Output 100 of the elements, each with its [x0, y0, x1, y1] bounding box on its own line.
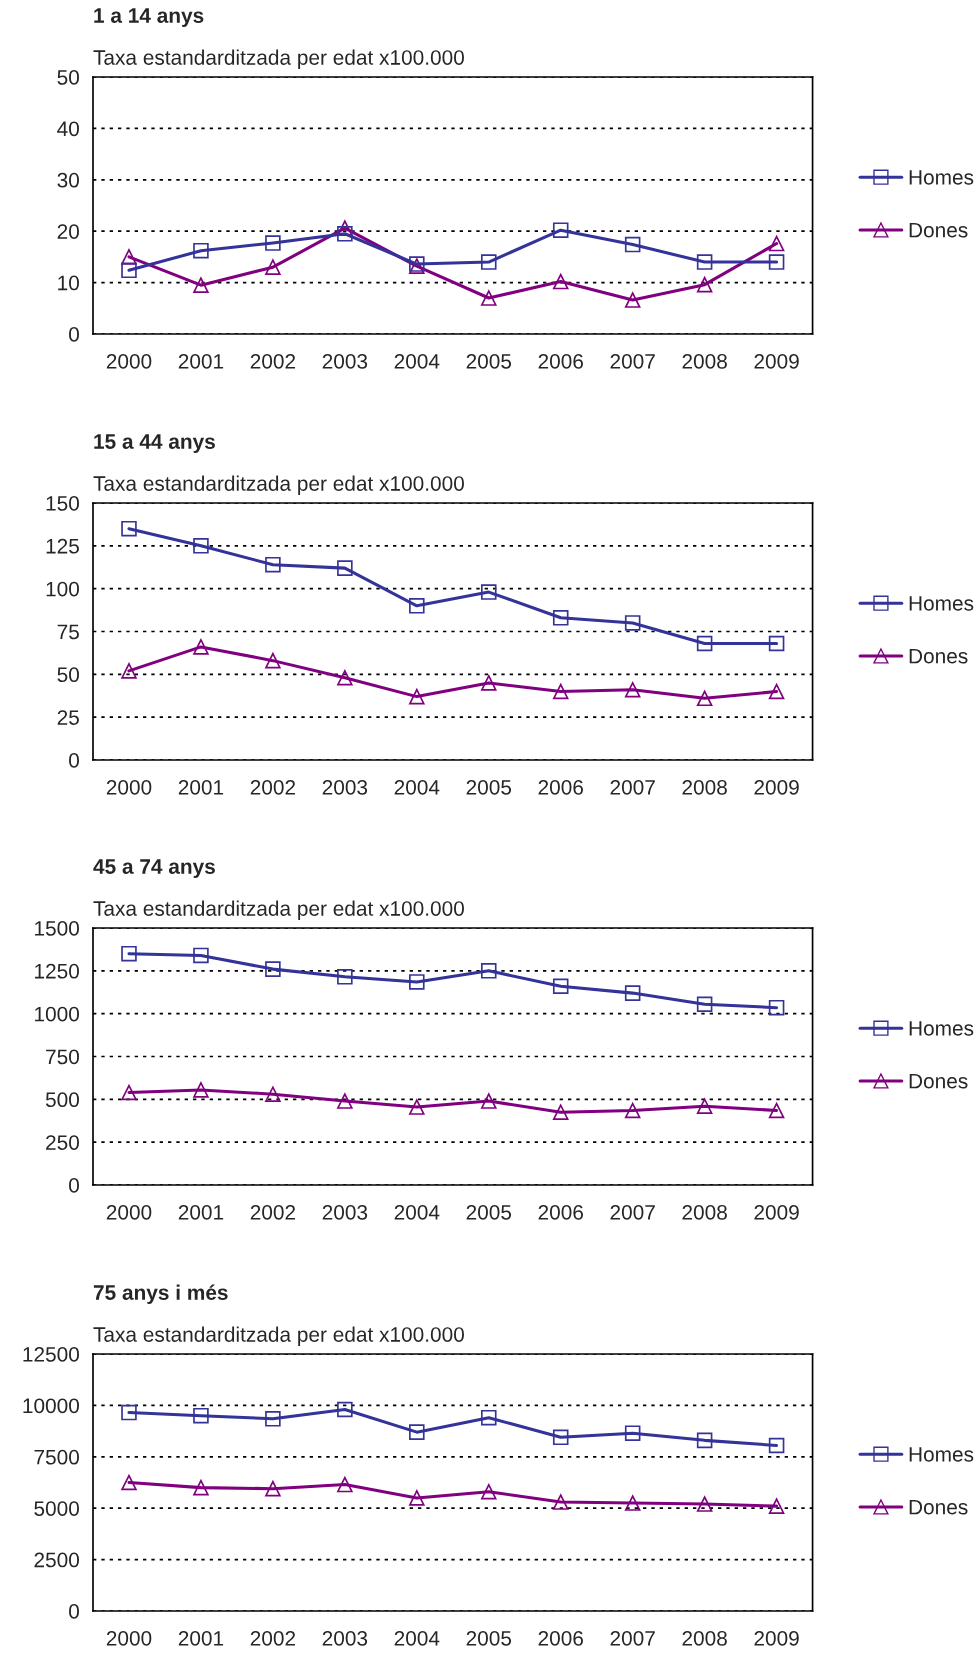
legend-label: Homes [909, 1021, 974, 1036]
point [409, 688, 425, 705]
point [409, 1099, 425, 1115]
point [624, 1425, 641, 1441]
y-tick-label: 125 [46, 538, 79, 554]
point [552, 1494, 569, 1510]
point [696, 996, 713, 1013]
y-tick-label: 1000 [35, 1006, 79, 1022]
legend-label: Dones [909, 222, 968, 238]
point [480, 1483, 497, 1500]
y-tick-label: 10000 [23, 1398, 79, 1414]
x-tick-label: 2004 [394, 1630, 440, 1646]
point [121, 945, 137, 962]
x-tick-label: 2000 [106, 353, 152, 369]
x-tick-label: 2007 [610, 353, 655, 369]
x-tick-label: 2002 [250, 1204, 296, 1220]
x-tick-label: 2005 [466, 1204, 512, 1220]
point [768, 1102, 785, 1119]
y-tick-label: 0 [69, 1604, 79, 1619]
x-tick-label: 2007 [610, 1204, 655, 1220]
legend-label: Homes [909, 170, 974, 185]
point [696, 254, 713, 270]
legend-label: Dones [909, 648, 968, 664]
chart-subtitle: Taxa estandarditzada per edat x100.000 [93, 475, 464, 495]
point [480, 1093, 497, 1109]
point [265, 235, 281, 251]
point [696, 690, 713, 707]
point [480, 1409, 497, 1426]
x-tick-label: 2009 [754, 779, 799, 795]
point [552, 610, 569, 626]
chart-title: 1 a 14 anys [94, 8, 204, 27]
y-tick-label: 150 [46, 496, 79, 511]
y-tick-label: 20 [57, 224, 79, 239]
point [121, 262, 137, 279]
point [193, 1479, 209, 1496]
x-tick-label: 2000 [106, 779, 152, 795]
x-tick-label: 2002 [250, 779, 296, 795]
point [552, 978, 569, 995]
y-tick-label: 30 [57, 172, 79, 188]
legend-label: Homes [909, 596, 974, 611]
y-tick-label: 100 [46, 581, 79, 597]
legend-label: Dones [909, 1499, 968, 1515]
y-tick-label: 0 [69, 327, 79, 342]
point [121, 1084, 137, 1101]
x-tick-label: 2003 [322, 779, 368, 795]
point [193, 1407, 209, 1424]
x-tick-label: 2006 [538, 1630, 583, 1646]
chart-subtitle: Taxa estandarditzada per edat x100.000 [93, 49, 464, 69]
x-tick-label: 2003 [322, 1630, 368, 1646]
x-tick-label: 2001 [178, 1630, 224, 1646]
point [696, 1432, 713, 1449]
x-tick-label: 2005 [466, 353, 512, 369]
point [409, 598, 425, 614]
x-tick-label: 2004 [394, 1204, 440, 1220]
point [768, 1498, 785, 1514]
y-tick-label: 1250 [35, 963, 79, 979]
x-tick-label: 2001 [178, 1204, 224, 1220]
point [409, 1424, 425, 1440]
y-tick-label: 75 [57, 624, 79, 640]
point [193, 947, 209, 964]
point [265, 652, 281, 669]
point [624, 615, 641, 631]
y-tick-label: 5000 [34, 1501, 79, 1516]
x-tick-label: 2009 [754, 353, 799, 369]
point [624, 681, 641, 698]
point [768, 235, 785, 252]
y-tick-label: 10 [58, 275, 79, 291]
x-tick-label: 2004 [394, 353, 440, 369]
point [265, 961, 281, 977]
point [480, 254, 497, 270]
x-tick-label: 2002 [250, 1630, 296, 1646]
point [265, 1086, 281, 1102]
y-tick-label: 40 [57, 121, 79, 137]
x-tick-label: 2005 [466, 779, 512, 795]
x-tick-label: 2006 [538, 1204, 583, 1220]
point [265, 259, 281, 275]
point [265, 556, 281, 573]
y-tick-label: 7500 [34, 1449, 79, 1465]
y-tick-label: 750 [46, 1049, 79, 1065]
point [624, 236, 641, 253]
point [121, 1404, 137, 1421]
legend-label: Dones [909, 1073, 968, 1089]
chart-title: 45 a 74 anys [93, 859, 215, 878]
point [337, 1093, 353, 1109]
point [409, 1490, 425, 1506]
point [552, 1104, 569, 1120]
y-tick-label: 50 [57, 667, 79, 683]
x-tick-label: 2007 [610, 779, 655, 795]
x-tick-label: 2008 [682, 1204, 727, 1220]
x-tick-label: 2003 [322, 1204, 368, 1220]
point [193, 538, 209, 554]
point [337, 1401, 353, 1418]
point [121, 663, 137, 679]
x-tick-label: 2001 [178, 779, 224, 795]
point [121, 249, 137, 265]
point [193, 1082, 209, 1098]
chart-title: 75 anys i més [93, 1284, 228, 1304]
point [337, 560, 353, 576]
point [696, 1496, 713, 1512]
chart-subtitle: Taxa estandarditzada per edat x100.000 [93, 900, 464, 920]
